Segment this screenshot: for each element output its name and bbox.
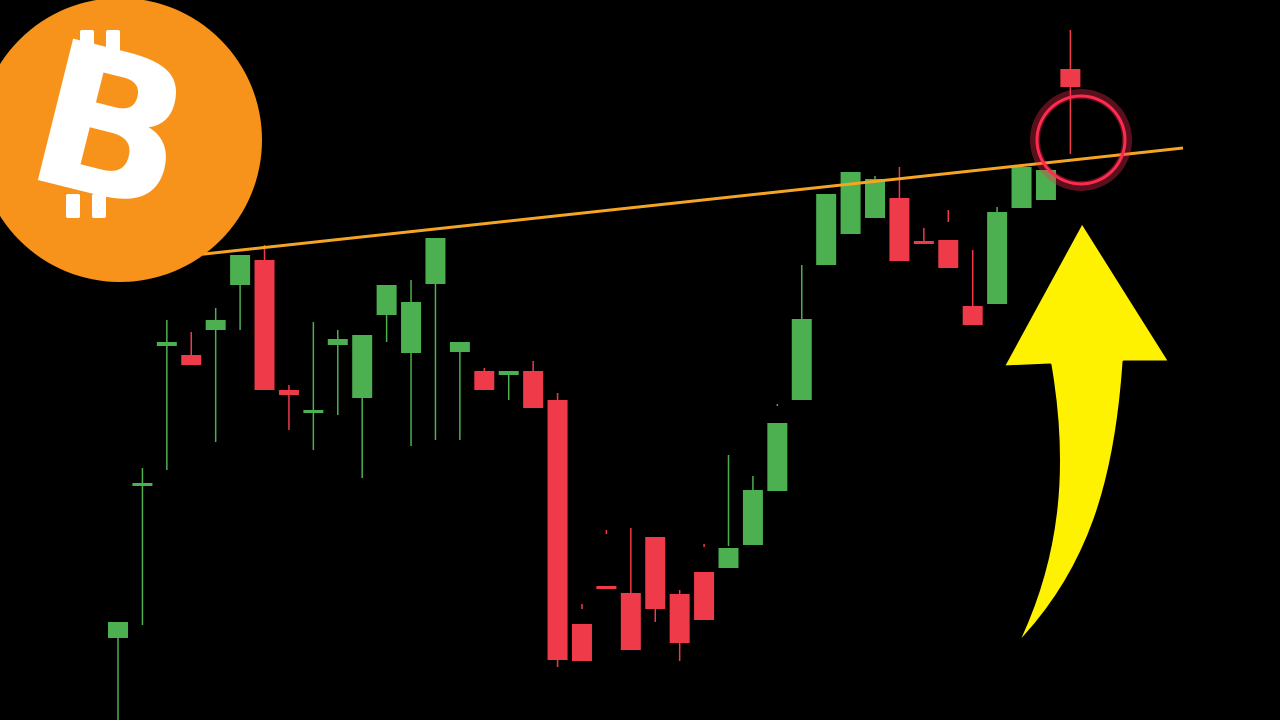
candle-body <box>742 490 763 545</box>
candle <box>474 368 495 390</box>
candle <box>205 308 226 442</box>
candle-body <box>718 548 739 568</box>
candle <box>718 455 739 568</box>
candle-body <box>669 594 690 643</box>
candle <box>425 238 446 440</box>
candle-body <box>449 342 470 352</box>
candle <box>889 167 910 261</box>
candle <box>547 393 568 667</box>
candle <box>108 622 128 720</box>
resistance-trendline <box>194 146 1184 257</box>
candle-body <box>767 423 788 491</box>
candle <box>865 176 886 218</box>
candle-body <box>327 339 348 345</box>
candle <box>962 250 983 325</box>
candle <box>913 228 934 244</box>
candle-body <box>571 624 592 661</box>
candle-body <box>376 285 397 315</box>
candle <box>840 172 861 234</box>
candle-body <box>254 260 275 390</box>
candle <box>181 332 202 365</box>
candle-body <box>156 342 177 346</box>
candle-body <box>474 371 495 390</box>
candle-body <box>1011 167 1032 208</box>
candle <box>352 335 373 478</box>
candle <box>327 330 348 415</box>
candle-body <box>230 255 251 285</box>
highlight-circle-icon <box>1030 89 1132 191</box>
candle <box>987 207 1008 304</box>
candle <box>1060 30 1081 154</box>
candle <box>230 255 251 330</box>
candle <box>694 544 715 620</box>
candle-body <box>108 622 128 638</box>
candle-body <box>181 355 202 365</box>
candle <box>498 371 519 400</box>
candle-body <box>962 306 983 325</box>
candle-body <box>791 319 812 400</box>
candle-body <box>889 198 910 261</box>
candle-body <box>620 593 641 650</box>
candle-body <box>816 194 837 265</box>
curved-up-arrow-icon <box>1001 220 1172 648</box>
candle <box>791 265 812 400</box>
candle <box>742 476 763 545</box>
candle-body <box>938 240 959 268</box>
candle-body <box>645 537 666 609</box>
candle-body <box>547 400 568 660</box>
candle-body <box>596 586 617 589</box>
candle-body <box>498 371 519 375</box>
candle-body <box>1060 69 1081 87</box>
candle <box>767 404 788 491</box>
candle <box>645 537 666 622</box>
candle-body <box>523 371 544 408</box>
candle <box>401 280 422 446</box>
candle <box>254 245 275 390</box>
candle <box>523 361 544 408</box>
candle-body <box>278 390 299 395</box>
candle-body <box>132 483 153 486</box>
candles-layer <box>108 30 1081 720</box>
candle-body <box>352 335 373 398</box>
candle <box>620 528 641 650</box>
candle <box>938 210 959 268</box>
candle-body <box>205 320 226 330</box>
candle <box>1011 167 1032 208</box>
candle <box>376 285 397 342</box>
candle-body <box>987 212 1008 304</box>
candle-body <box>694 572 715 620</box>
candle <box>132 468 153 625</box>
candle <box>156 320 177 470</box>
candle <box>571 604 592 661</box>
candle <box>669 590 690 661</box>
bitcoin-icon: B <box>0 0 262 282</box>
candle <box>303 322 324 450</box>
candle <box>449 342 470 440</box>
candle-body <box>401 302 422 353</box>
candle-body <box>425 238 446 284</box>
candle-body <box>303 410 324 413</box>
candle-body <box>913 241 934 244</box>
candle-body <box>1035 170 1056 200</box>
candle <box>596 530 617 589</box>
candle <box>816 194 837 265</box>
candle <box>278 385 299 430</box>
candle <box>1035 170 1056 200</box>
candle-body <box>840 172 861 234</box>
candle-body <box>865 179 886 218</box>
